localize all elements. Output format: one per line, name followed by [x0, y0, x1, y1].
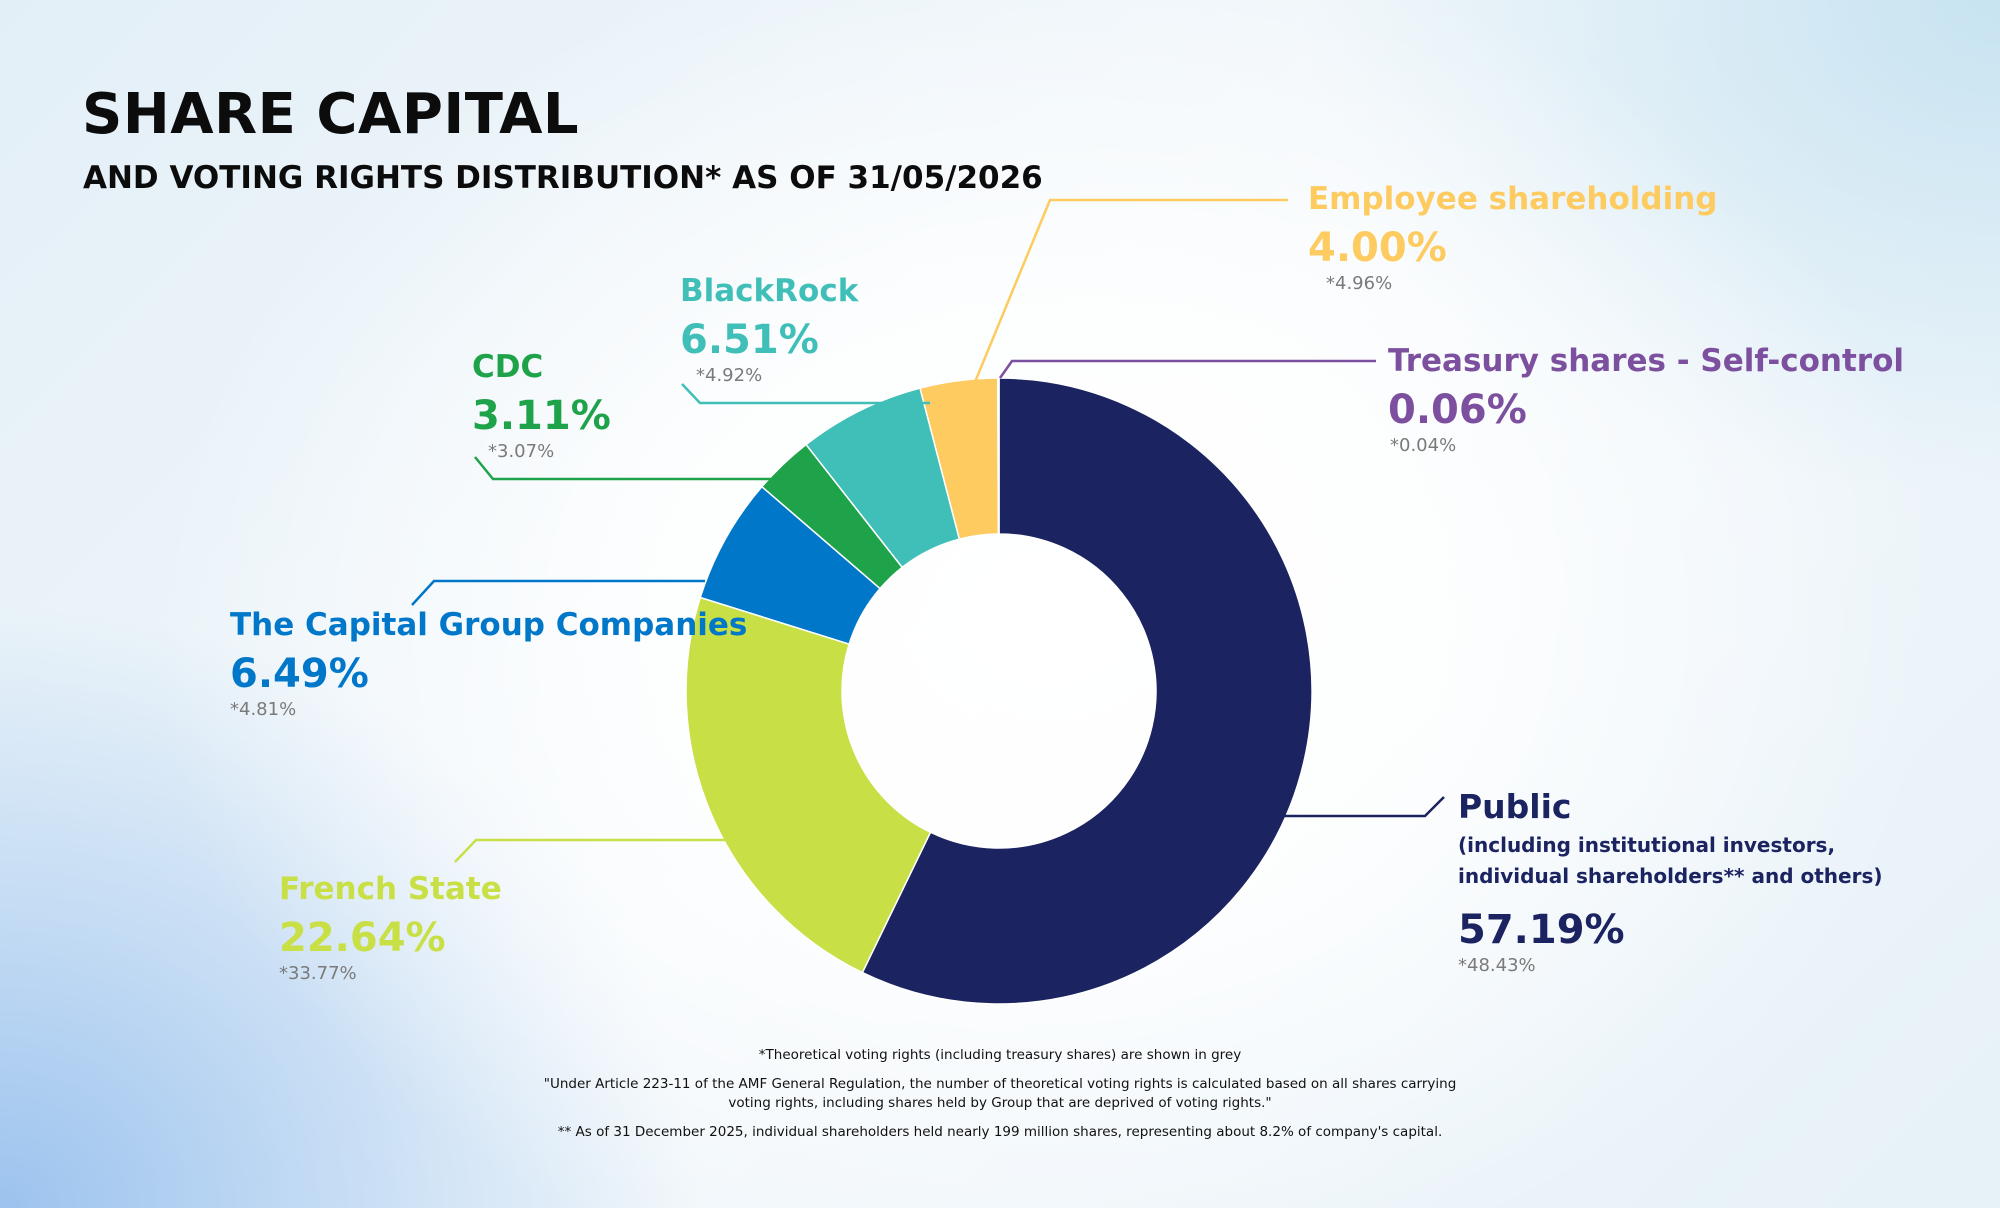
slice-treasury-shares-self-control — [997, 377, 1000, 535]
label-capital-group-pct: 6.49% — [230, 651, 369, 697]
donut-slices — [685, 377, 1313, 1005]
leader-line-employee — [973, 198, 1288, 383]
label-capital-group: The Capital Group Companies 6.49% *4.81% — [230, 606, 747, 722]
page-title: SHARE CAPITAL — [82, 82, 580, 147]
leader-line-french-state — [454, 838, 725, 863]
slice-public — [861, 377, 1313, 1005]
footnote-amf-line-2: voting rights, including shares held by … — [728, 1095, 1272, 1111]
slice-french-state — [685, 596, 932, 974]
label-public-subtitle-2: individual shareholders** and others) — [1458, 864, 1883, 888]
footnote-individual-shareholders: ** As of 31 December 2025, individual sh… — [557, 1124, 1443, 1140]
label-french-state-name: French State — [279, 871, 502, 907]
footnote-amf-line-1: "Under Article 223-11 of the AMF General… — [543, 1076, 1457, 1092]
label-public-voting: *48.43% — [1458, 955, 1536, 976]
label-capital-group-voting: *4.81% — [230, 699, 297, 720]
label-capital-group-name: The Capital Group Companies — [230, 607, 748, 643]
label-blackrock-pct: 6.51% — [680, 317, 819, 363]
label-public-subtitle-1: (including institutional investors, — [1458, 833, 1836, 857]
leader-line-blackrock — [681, 383, 930, 405]
label-cdc-name: CDC — [472, 349, 544, 385]
leader-line-cdc — [474, 456, 778, 481]
label-treasury: Treasury shares - Self-control 0.06% *0.… — [1388, 342, 1904, 458]
label-french-state-pct: 22.64% — [279, 915, 446, 961]
label-employee-name: Employee shareholding — [1308, 181, 1718, 217]
label-cdc: CDC 3.11% *3.07% — [472, 348, 611, 464]
label-public-name: Public — [1458, 787, 1572, 826]
label-cdc-voting: *3.07% — [488, 441, 555, 462]
label-public-pct: 57.19% — [1458, 907, 1625, 953]
label-public: Public (including institutional investor… — [1458, 788, 1882, 978]
page-subtitle: AND VOTING RIGHTS DISTRIBUTION* AS OF 31… — [83, 160, 1043, 196]
label-treasury-voting: *0.04% — [1390, 435, 1457, 456]
leader-line-treasury — [998, 359, 1376, 379]
label-french-state-voting: *33.77% — [279, 963, 357, 984]
label-french-state: French State 22.64% *33.77% — [279, 870, 502, 986]
label-employee: Employee shareholding 4.00% *4.96% — [1308, 180, 1717, 296]
label-treasury-name: Treasury shares - Self-control — [1388, 343, 1904, 379]
label-blackrock-voting: *4.92% — [696, 365, 763, 386]
leader-line-public — [1282, 796, 1445, 818]
footnote-amf: "Under Article 223-11 of the AMF General… — [480, 1075, 1520, 1113]
leader-lines — [411, 198, 1445, 863]
leader-line-capital-group — [411, 579, 705, 606]
label-blackrock: BlackRock 6.51% *4.92% — [680, 272, 858, 388]
label-employee-voting: *4.96% — [1326, 273, 1393, 294]
label-employee-pct: 4.00% — [1308, 225, 1447, 271]
footnotes: *Theoretical voting rights (including tr… — [480, 1046, 1520, 1152]
label-cdc-pct: 3.11% — [472, 393, 611, 439]
footnote-voting-rights: *Theoretical voting rights (including tr… — [758, 1047, 1242, 1063]
label-blackrock-name: BlackRock — [680, 273, 859, 309]
label-treasury-pct: 0.06% — [1388, 387, 1527, 433]
